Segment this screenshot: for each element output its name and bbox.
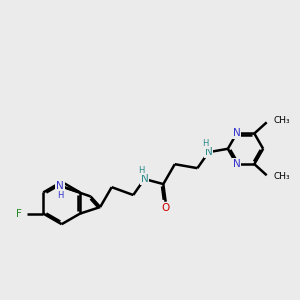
Text: N: N: [205, 147, 212, 157]
Text: N: N: [233, 128, 241, 139]
Text: N: N: [56, 181, 64, 191]
Text: CH₃: CH₃: [273, 172, 290, 181]
Text: H: H: [57, 191, 63, 200]
Text: H: H: [138, 166, 145, 175]
Text: CH₃: CH₃: [273, 116, 290, 125]
Text: H: H: [202, 139, 208, 148]
Text: N: N: [141, 174, 148, 184]
Text: N: N: [233, 159, 241, 169]
Text: F: F: [16, 208, 22, 219]
Text: O: O: [161, 202, 170, 213]
